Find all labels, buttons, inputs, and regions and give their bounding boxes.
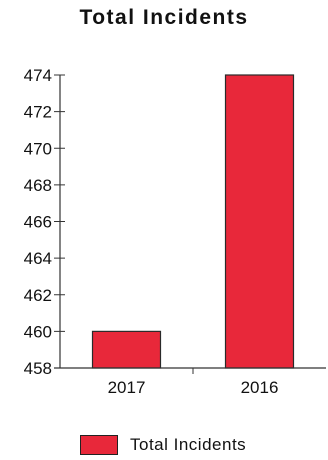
y-axis-ticks: 458 460 462 464 466 468 470 472 474 [24, 66, 65, 378]
y-tick-label: 474 [24, 66, 52, 85]
legend-label: Total Incidents [130, 435, 247, 454]
y-tick-label: 472 [24, 103, 52, 122]
x-axis-labels: 2017 2016 [108, 378, 279, 397]
x-tick-label: 2016 [241, 378, 279, 397]
legend: Total Incidents [80, 432, 246, 458]
y-tick-label: 468 [24, 176, 52, 195]
chart-title: Total Incidents [79, 6, 249, 29]
bar-2017 [91, 330, 162, 369]
bar-chart: 458 460 462 464 466 468 470 472 474 2017 2016 [24, 66, 326, 397]
y-tick-label: 462 [24, 286, 52, 305]
y-tick-label: 458 [24, 359, 52, 378]
axes [54, 75, 326, 374]
y-tick-label: 464 [24, 249, 52, 268]
y-tick-label: 466 [24, 213, 52, 232]
legend-swatch [80, 435, 118, 455]
y-tick-label: 460 [24, 322, 52, 341]
bars [91, 74, 295, 369]
x-tick-label: 2017 [108, 378, 146, 397]
y-tick-label: 470 [24, 139, 52, 158]
bar-2016 [224, 74, 295, 369]
